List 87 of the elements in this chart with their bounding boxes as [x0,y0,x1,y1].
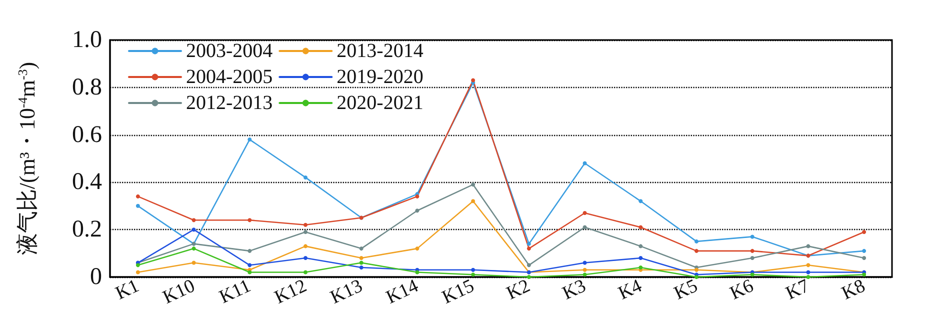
point [136,204,140,208]
point [359,260,364,265]
point [471,199,476,204]
point [638,199,643,204]
point [806,263,810,268]
point [471,78,476,82]
point [359,266,364,270]
point [694,248,698,253]
point [304,222,308,227]
x-tick-label: K14 [383,275,422,308]
point [526,263,531,268]
point [806,244,810,248]
point [862,272,866,277]
point [415,246,420,251]
point [582,211,587,216]
point [526,246,531,251]
point [415,208,420,213]
y-tick-label: 0.2 [72,216,102,243]
point [526,275,531,279]
point [638,225,643,230]
point [582,161,587,166]
point [248,263,252,268]
point [136,270,140,274]
point [136,263,140,268]
point [471,272,476,277]
point [304,175,308,180]
point [694,239,698,244]
point [750,234,754,239]
point [862,230,866,234]
point [415,270,420,274]
point [304,230,308,234]
point [582,260,587,265]
point [248,248,252,253]
point [750,256,754,260]
x-tick-label: K5 [671,275,701,304]
point [359,246,364,251]
y-tick-label: 0.4 [72,169,102,196]
point [304,270,308,274]
point [248,218,252,222]
point [471,182,476,187]
point [582,272,587,277]
legend-label: 2013-2014 [336,40,424,62]
point [248,270,252,274]
point [582,268,587,272]
point [750,248,754,253]
point [582,225,587,230]
y-tick-label: 0.6 [72,122,102,148]
point [526,242,531,246]
legend-label: 2012-2013 [186,92,273,114]
y-tick-label: 1.0 [72,27,102,53]
x-tick-label: K1 [112,275,142,304]
point [862,256,866,260]
y-tick-label: 0 [90,264,102,290]
point [192,218,196,222]
legend-label: 2004-2005 [186,66,273,88]
x-tick-label: K11 [216,275,254,308]
legend-label: 2019-2020 [336,66,424,88]
x-tick-label: K12 [271,275,310,308]
point [359,256,364,260]
point [248,138,252,142]
point [638,244,643,248]
x-tick-label: K2 [503,275,534,304]
y-tick-label: 0.8 [72,74,102,100]
point [806,270,810,274]
point [192,228,196,232]
legend-label: 2003-2004 [186,40,273,62]
y-axis-title: 液气比/(m³・10-4m-3) [14,62,40,256]
x-tick-label: K6 [726,275,757,304]
x-tick-label: K8 [838,275,869,304]
point [136,194,140,198]
point [471,268,476,272]
legend-label: 2020-2021 [336,92,424,114]
point [304,256,308,260]
point [192,246,196,251]
x-tick-label: K7 [782,275,813,304]
x-tick-label: K4 [615,275,646,304]
x-tick-label: K10 [160,275,198,308]
point [862,248,866,253]
point [750,272,754,277]
point [192,260,196,265]
x-tick-label: K13 [327,275,366,308]
point [304,244,308,248]
point [638,256,643,260]
x-tick-label: K3 [559,275,590,304]
point [806,275,810,279]
x-tick-label: K15 [438,275,478,308]
point [694,275,698,279]
